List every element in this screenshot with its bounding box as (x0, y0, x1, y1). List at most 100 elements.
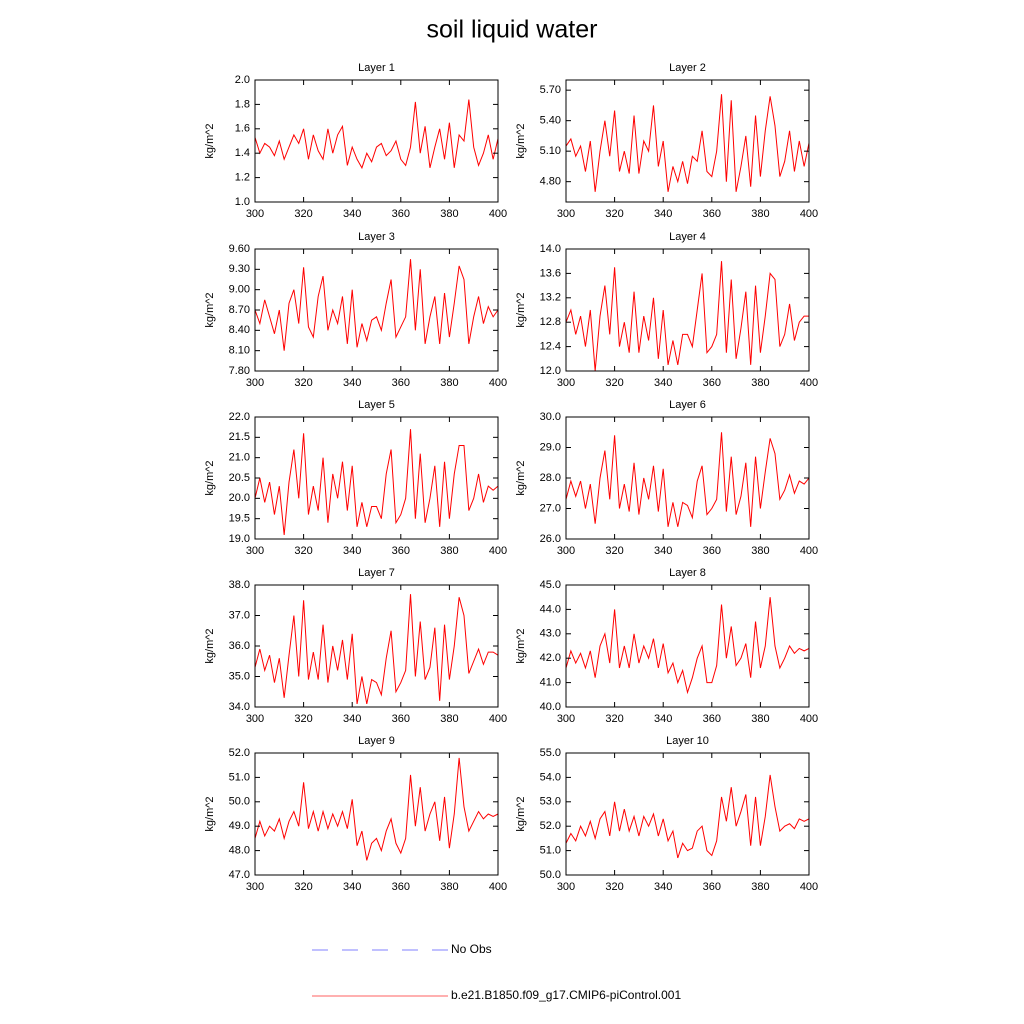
y-tick-label: 43.0 (540, 628, 561, 640)
plot-frame (565, 752, 810, 876)
x-tick-label: 360 (703, 881, 721, 893)
plot-frame (254, 248, 499, 372)
legend-label: No Obs (451, 942, 492, 956)
x-tick-label: 360 (392, 208, 410, 220)
data-line (254, 429, 499, 535)
x-tick-label: 340 (343, 377, 361, 389)
y-tick-label: 22.0 (229, 411, 250, 423)
y-tick-label: 51.0 (540, 845, 561, 857)
y-tick-label: 20.5 (229, 472, 250, 484)
x-tick-label: 380 (440, 208, 458, 220)
x-tick-label: 340 (654, 208, 672, 220)
x-tick-label: 400 (800, 881, 818, 893)
x-tick-label: 400 (800, 377, 818, 389)
x-tick-label: 320 (294, 713, 312, 725)
x-tick-label: 360 (392, 713, 410, 725)
y-tick-label: 7.80 (229, 365, 250, 377)
x-tick-label: 380 (440, 377, 458, 389)
plot-frame (565, 79, 810, 203)
y-tick-label: 1.0 (235, 196, 250, 208)
y-tick-label: 41.0 (540, 677, 561, 689)
x-tick-label: 300 (557, 208, 575, 220)
y-tick-label: 50.0 (540, 869, 561, 881)
y-tick-label: 45.0 (540, 579, 561, 591)
data-line (565, 261, 809, 372)
data-line (565, 432, 810, 527)
data-line (565, 774, 810, 859)
plot-frame (565, 416, 810, 540)
panel-title: Layer 2 (669, 62, 706, 74)
plot-frame (254, 752, 499, 876)
panel-title: Layer 4 (669, 231, 706, 243)
x-tick-label: 380 (751, 208, 769, 220)
data-line (254, 594, 499, 705)
y-tick-label: 28.0 (540, 472, 561, 484)
y-tick-label: 48.0 (229, 845, 250, 857)
x-tick-label: 340 (343, 881, 361, 893)
x-tick-label: 320 (605, 377, 623, 389)
panel-title: Layer 1 (358, 62, 395, 74)
x-tick-label: 340 (654, 713, 672, 725)
y-tick-label: 37.0 (229, 609, 250, 621)
y-tick-label: 54.0 (540, 771, 561, 783)
y-axis-label: kg/m^2 (204, 123, 216, 158)
x-tick-label: 320 (294, 208, 312, 220)
x-tick-label: 320 (605, 713, 623, 725)
y-tick-label: 50.0 (229, 796, 250, 808)
data-line (565, 597, 810, 695)
page-title: soil liquid water (427, 16, 598, 44)
plot-frame (254, 416, 499, 540)
y-tick-label: 9.00 (229, 284, 250, 296)
x-tick-label: 360 (703, 377, 721, 389)
y-tick-label: 8.40 (229, 324, 250, 336)
y-tick-label: 52.0 (229, 747, 250, 759)
x-tick-label: 300 (246, 545, 264, 557)
x-tick-label: 300 (557, 545, 575, 557)
x-tick-label: 320 (605, 208, 623, 220)
x-tick-label: 320 (294, 545, 312, 557)
y-axis-label: kg/m^2 (204, 796, 216, 831)
x-tick-label: 340 (654, 881, 672, 893)
data-line (254, 757, 499, 861)
x-tick-label: 360 (703, 208, 721, 220)
y-tick-label: 52.0 (540, 820, 561, 832)
x-tick-label: 400 (800, 208, 818, 220)
y-tick-label: 36.0 (229, 640, 250, 652)
x-tick-label: 380 (751, 545, 769, 557)
x-tick-label: 380 (440, 881, 458, 893)
x-tick-label: 360 (392, 545, 410, 557)
x-tick-label: 400 (489, 881, 507, 893)
y-tick-label: 1.4 (235, 147, 250, 159)
y-tick-label: 38.0 (229, 579, 250, 591)
x-tick-label: 400 (489, 208, 507, 220)
x-tick-label: 400 (800, 713, 818, 725)
y-tick-label: 12.0 (540, 365, 561, 377)
y-tick-label: 47.0 (229, 869, 250, 881)
x-tick-label: 340 (343, 208, 361, 220)
y-tick-label: 1.2 (235, 172, 250, 184)
y-tick-label: 26.0 (540, 533, 561, 545)
y-tick-label: 35.0 (229, 670, 250, 682)
y-tick-label: 1.8 (235, 98, 250, 110)
x-tick-label: 320 (294, 377, 312, 389)
y-tick-label: 21.5 (229, 431, 250, 443)
x-tick-label: 300 (246, 881, 264, 893)
data-line (565, 94, 810, 192)
y-axis-label: kg/m^2 (515, 123, 527, 158)
y-tick-label: 13.6 (540, 267, 561, 279)
y-tick-label: 44.0 (540, 603, 561, 615)
x-tick-label: 380 (440, 545, 458, 557)
y-tick-label: 2.0 (235, 74, 250, 86)
y-axis-label: kg/m^2 (515, 796, 527, 831)
plot-frame (565, 248, 810, 372)
y-tick-label: 20.0 (229, 492, 250, 504)
y-axis-label: kg/m^2 (515, 460, 527, 495)
x-tick-label: 380 (440, 713, 458, 725)
y-tick-label: 53.0 (540, 796, 561, 808)
x-tick-label: 380 (751, 377, 769, 389)
y-tick-label: 13.2 (540, 292, 561, 304)
x-tick-label: 400 (800, 545, 818, 557)
y-axis-label: kg/m^2 (515, 292, 527, 327)
x-tick-label: 300 (557, 713, 575, 725)
y-tick-label: 14.0 (540, 243, 561, 255)
